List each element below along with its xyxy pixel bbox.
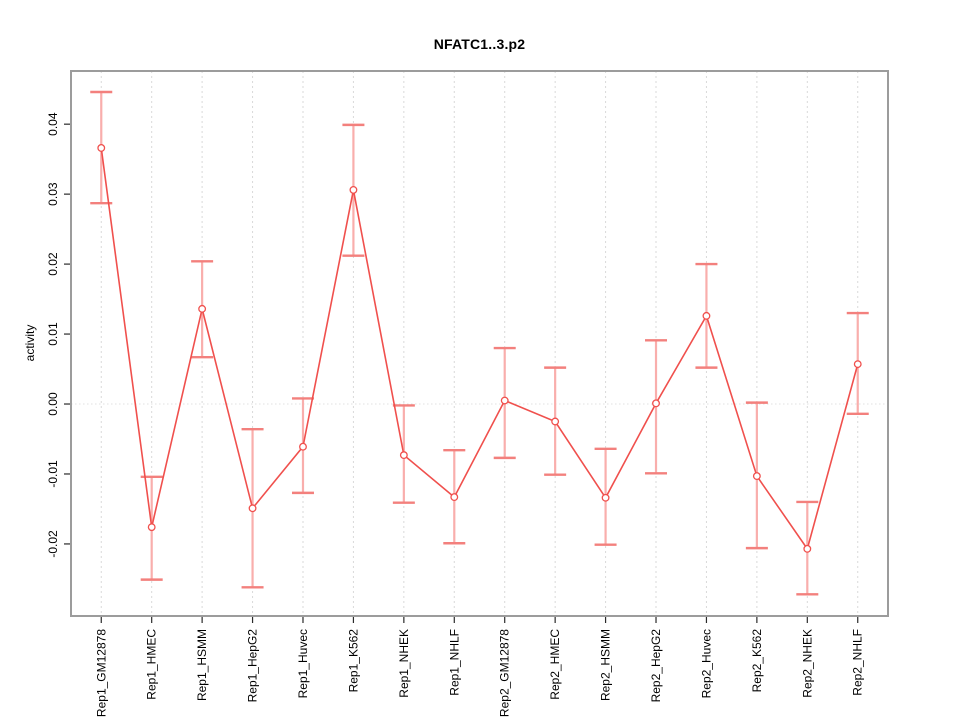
data-point — [500, 396, 509, 405]
data-point — [198, 304, 207, 313]
x-tick-label: Rep1_K562 — [346, 629, 360, 693]
chart-title: NFATC1..3.p2 — [433, 36, 526, 52]
y-tick-label: -0.01 — [46, 460, 60, 488]
x-tick-label: Rep1_HSMM — [195, 629, 209, 701]
x-tick-label: Rep2_HSMM — [599, 629, 613, 701]
x-tick-label: Rep2_NHLF — [851, 629, 865, 696]
plot-border — [70, 70, 889, 617]
x-tick-label: Rep2_HMEC — [548, 629, 562, 700]
x-tick-label: Rep1_GM12878 — [94, 629, 108, 717]
y-tick-label: 0.03 — [46, 182, 60, 206]
data-point — [248, 504, 257, 513]
y-tick-label: -0.02 — [46, 530, 60, 558]
x-tick-label: Rep1_NHEK — [397, 629, 411, 698]
y-tick-label: 0.02 — [46, 252, 60, 276]
data-point — [399, 451, 408, 460]
x-tick-label: Rep1_HepG2 — [246, 629, 260, 703]
x-tick-label: Rep1_Huvec — [296, 629, 310, 698]
data-point — [601, 493, 610, 502]
x-tick-label: Rep2_HepG2 — [649, 629, 663, 703]
x-tick-label: Rep2_GM12878 — [498, 629, 512, 717]
x-tick-label: Rep2_Huvec — [699, 629, 713, 698]
data-point — [97, 144, 106, 152]
data-point — [652, 399, 660, 408]
data-point — [752, 472, 761, 481]
data-point — [551, 417, 560, 426]
data-point — [702, 311, 711, 320]
data-point — [147, 523, 156, 532]
y-tick-label: 0.04 — [46, 112, 60, 136]
x-tick-label: Rep1_HMEC — [145, 629, 159, 700]
series-line — [100, 147, 859, 551]
data-point — [450, 493, 459, 502]
data-point — [349, 185, 358, 194]
data-point — [299, 442, 307, 451]
x-tick-label: Rep2_K562 — [750, 629, 764, 693]
y-tick-label: 0.00 — [46, 392, 60, 416]
y-tick-label: 0.01 — [46, 322, 60, 346]
x-tick-label: Rep2_NHEK — [800, 629, 814, 698]
data-point — [853, 360, 862, 369]
x-tick-label: Rep1_NHLF — [447, 629, 461, 696]
data-point — [803, 544, 812, 553]
